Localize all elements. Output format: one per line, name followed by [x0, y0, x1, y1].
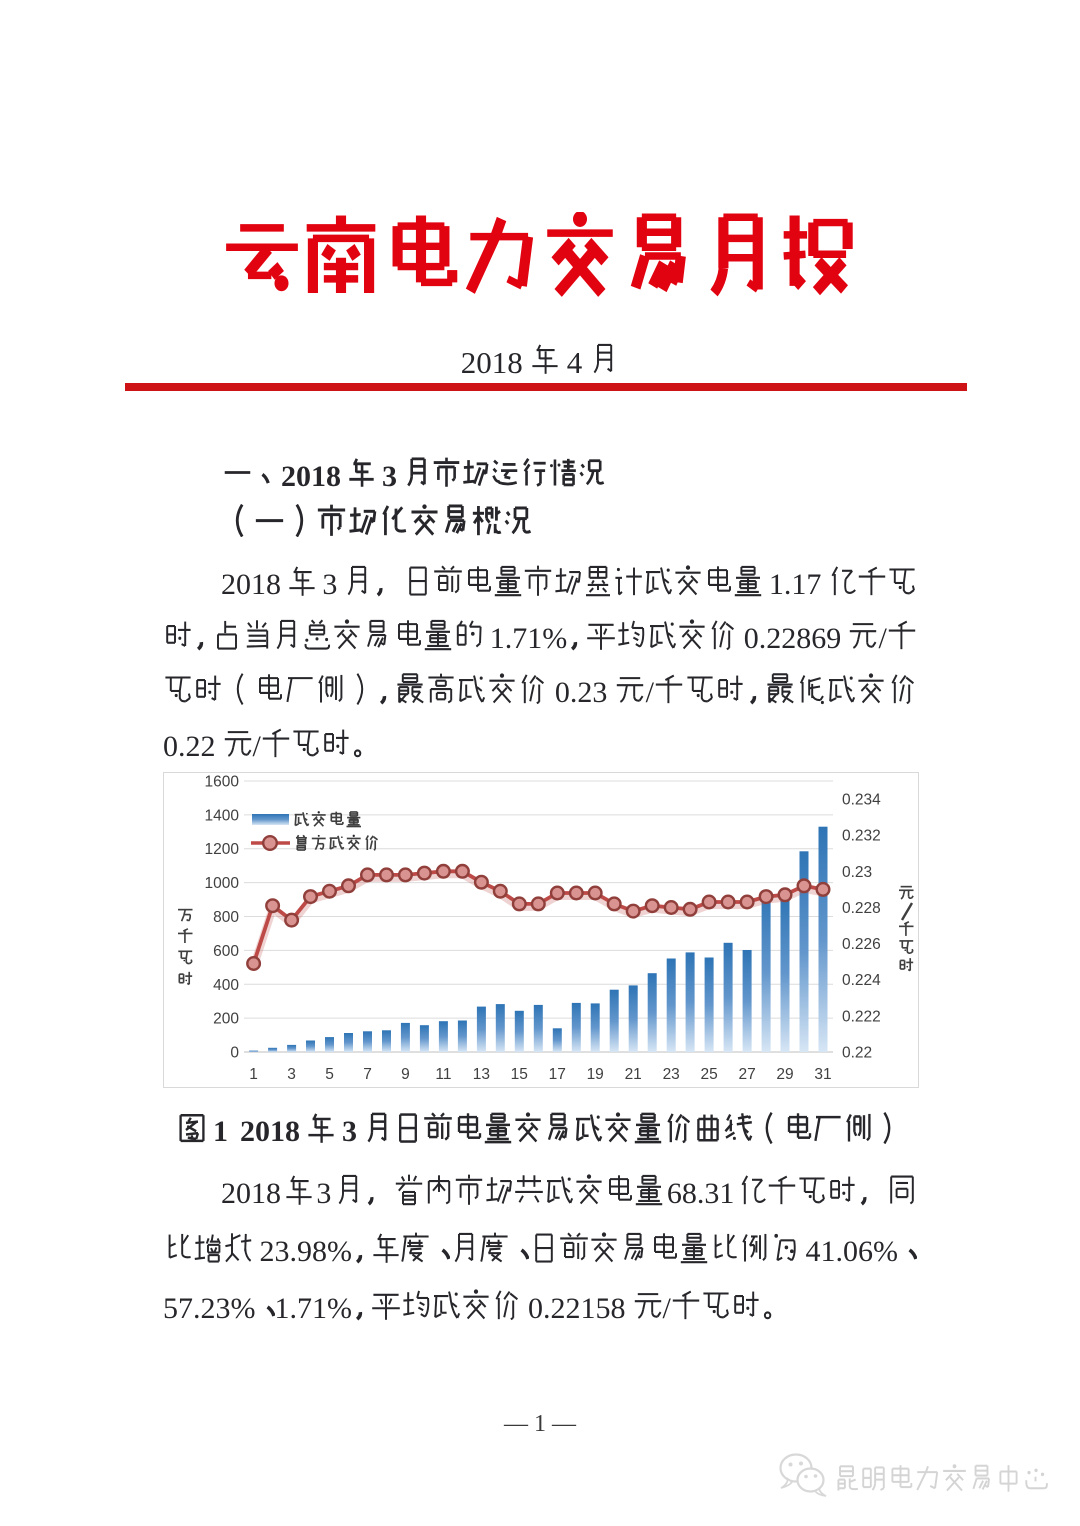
- svg-text:1400: 1400: [205, 807, 240, 824]
- svg-text:0.228: 0.228: [842, 900, 881, 917]
- svg-text:11: 11: [435, 1066, 451, 1083]
- svg-text:0.23: 0.23: [842, 864, 872, 881]
- svg-text:31: 31: [814, 1066, 831, 1083]
- svg-text:1: 1: [249, 1066, 258, 1083]
- svg-text:27: 27: [738, 1066, 755, 1083]
- svg-text:400: 400: [213, 977, 239, 994]
- svg-text:200: 200: [213, 1011, 239, 1028]
- svg-text:800: 800: [213, 909, 239, 926]
- svg-text:19: 19: [587, 1066, 604, 1083]
- svg-text:0.22: 0.22: [842, 1045, 872, 1062]
- svg-text:9: 9: [401, 1066, 410, 1083]
- svg-text:1000: 1000: [205, 875, 240, 892]
- svg-text:1600: 1600: [205, 774, 240, 791]
- svg-text:17: 17: [549, 1066, 566, 1083]
- svg-text:7: 7: [363, 1066, 372, 1083]
- svg-text:5: 5: [325, 1066, 334, 1083]
- svg-text:0.226: 0.226: [842, 936, 881, 953]
- svg-text:23: 23: [663, 1066, 680, 1083]
- svg-text:0.224: 0.224: [842, 972, 881, 989]
- svg-text:0.232: 0.232: [842, 828, 881, 845]
- svg-text:25: 25: [700, 1066, 717, 1083]
- svg-text:15: 15: [511, 1066, 528, 1083]
- svg-text:1200: 1200: [205, 841, 240, 858]
- svg-text:3: 3: [287, 1066, 296, 1083]
- svg-text:600: 600: [213, 943, 239, 960]
- svg-text:13: 13: [473, 1066, 490, 1083]
- svg-text:0.234: 0.234: [842, 792, 881, 809]
- svg-text:0: 0: [230, 1045, 239, 1062]
- svg-text:0.222: 0.222: [842, 1008, 881, 1025]
- svg-text:29: 29: [776, 1066, 793, 1083]
- svg-text:21: 21: [625, 1066, 642, 1083]
